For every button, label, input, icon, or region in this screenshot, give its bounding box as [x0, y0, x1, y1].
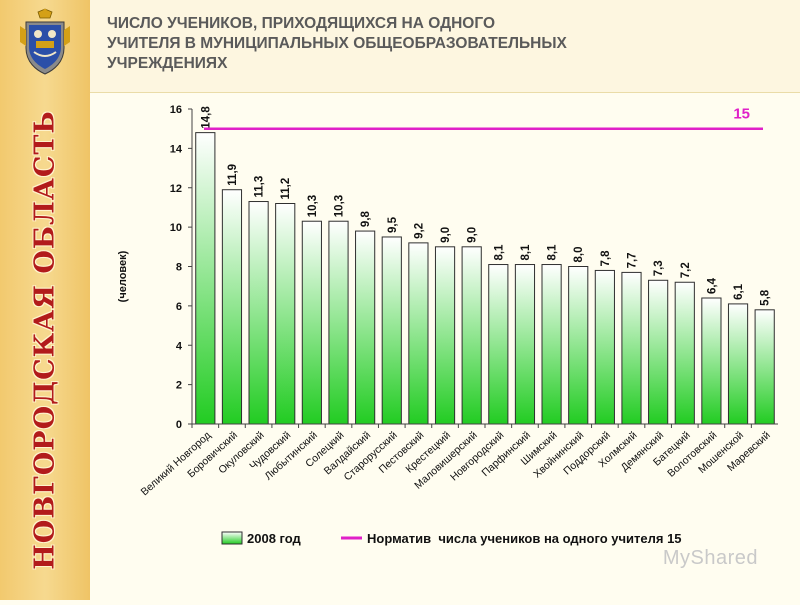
legend: 2008 год Норматив числа учеников на одно… [221, 531, 682, 546]
bar-value-label: 8,1 [547, 244, 559, 261]
bar-value-label: 10,3 [307, 195, 319, 217]
bar [648, 279, 669, 425]
y-tick-label: 14 [170, 143, 183, 155]
bar [568, 266, 589, 425]
y-tick-label: 12 [170, 183, 182, 195]
bar [195, 132, 216, 425]
norm-line-label: 15 [733, 106, 750, 123]
bar-value-label: 6,4 [706, 277, 718, 294]
y-tick-label: 6 [176, 301, 182, 313]
bar-value-label: 8,1 [493, 244, 505, 261]
y-tick-label: 16 [170, 104, 182, 116]
bar-value-label: 11,9 [227, 164, 239, 186]
bar-value-label: 7,3 [653, 260, 665, 276]
bar [408, 242, 429, 425]
bar-value-label: 11,3 [254, 176, 266, 198]
bar [461, 246, 482, 425]
bar [488, 264, 509, 425]
bar [434, 246, 456, 425]
y-tick-label: 10 [170, 222, 182, 234]
bar-value-label: 9,0 [467, 227, 479, 243]
bar [541, 264, 562, 425]
legend-label-norm: Норматив числа учеников на одного учител… [367, 531, 682, 546]
legend-label-bars: 2008 год [247, 531, 302, 546]
bar-value-label: 5,8 [760, 289, 772, 306]
chart-area: 0 2 4 6 8 10 12 14 16 (человек) 14,8 Великий Новго… [90, 92, 800, 600]
y-tick-label: 8 [176, 262, 182, 274]
bars-group [195, 132, 775, 425]
y-tick-label: 4 [176, 340, 183, 352]
bar-value-label: 7,2 [680, 262, 692, 278]
bar [701, 297, 722, 425]
bar [328, 220, 349, 425]
bar [381, 236, 402, 425]
bar [674, 281, 695, 425]
bar-value-label: 9,2 [413, 223, 425, 239]
bar [621, 271, 642, 425]
bar [275, 203, 296, 425]
legend-swatch-bar [221, 531, 243, 545]
watermark: MyShared [662, 547, 758, 569]
page-title: ЧИСЛО УЧЕНИКОВ, ПРИХОДЯЩИХСЯ НА ОДНОГО У… [107, 15, 567, 72]
axes-group: 0 2 4 6 8 10 12 14 16 (человек) [117, 104, 778, 431]
bar-value-label: 9,5 [387, 216, 399, 233]
bar-value-label: 9,8 [360, 210, 372, 227]
bar-value-label: 11,2 [280, 178, 292, 200]
bar-value-label: 6,1 [733, 283, 745, 300]
sidebar: НОВГОРОДСКАЯ ОБЛАСТЬ [0, 0, 90, 600]
bar [355, 230, 376, 425]
bar-value-label: 8,1 [520, 244, 532, 261]
bar [248, 201, 269, 425]
bar [514, 264, 536, 425]
y-axis-label: (человек) [117, 250, 129, 302]
bar-value-label: 14,8 [200, 106, 212, 129]
bar [754, 309, 775, 425]
bar [594, 269, 615, 425]
header-band [90, 0, 800, 93]
bar [727, 303, 749, 425]
y-tick-label: 2 [176, 380, 182, 392]
bar-value-label: 7,7 [627, 252, 639, 268]
region-vertical-title: НОВГОРОДСКАЯ ОБЛАСТЬ [29, 110, 61, 570]
bar-value-label: 10,3 [334, 195, 346, 217]
coat-of-arms-icon [20, 8, 70, 75]
bar [221, 189, 243, 425]
bar-value-label: 7,8 [600, 250, 612, 267]
bar-value-label: 8,0 [573, 247, 585, 263]
y-tick-label: 0 [176, 419, 182, 431]
bar [301, 220, 322, 425]
bar-value-label: 9,0 [440, 227, 452, 243]
